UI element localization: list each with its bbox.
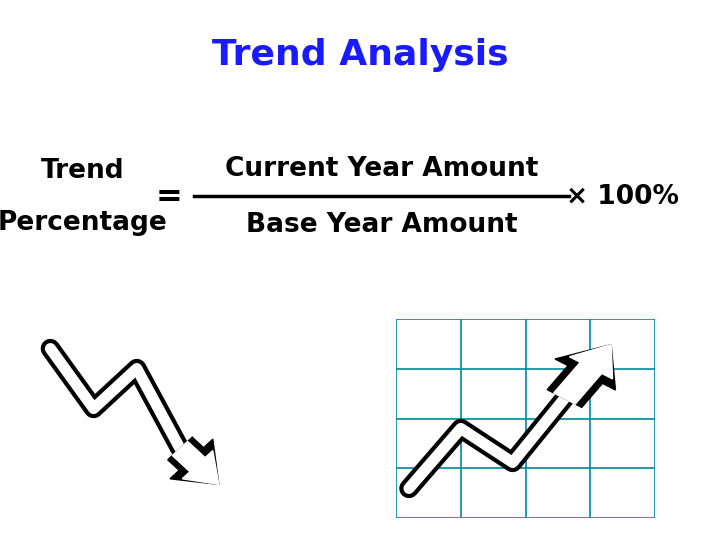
FancyArrow shape <box>168 437 219 484</box>
Text: Current Year Amount: Current Year Amount <box>225 156 539 182</box>
Text: =: = <box>156 181 183 213</box>
Text: × 100%: × 100% <box>567 184 679 210</box>
Text: Trend: Trend <box>41 158 125 184</box>
Text: Percentage: Percentage <box>0 210 168 236</box>
Text: Base Year Amount: Base Year Amount <box>246 212 518 238</box>
FancyArrow shape <box>554 345 613 404</box>
Text: Trend Analysis: Trend Analysis <box>212 38 508 72</box>
FancyArrow shape <box>172 441 219 484</box>
FancyArrow shape <box>547 345 616 407</box>
